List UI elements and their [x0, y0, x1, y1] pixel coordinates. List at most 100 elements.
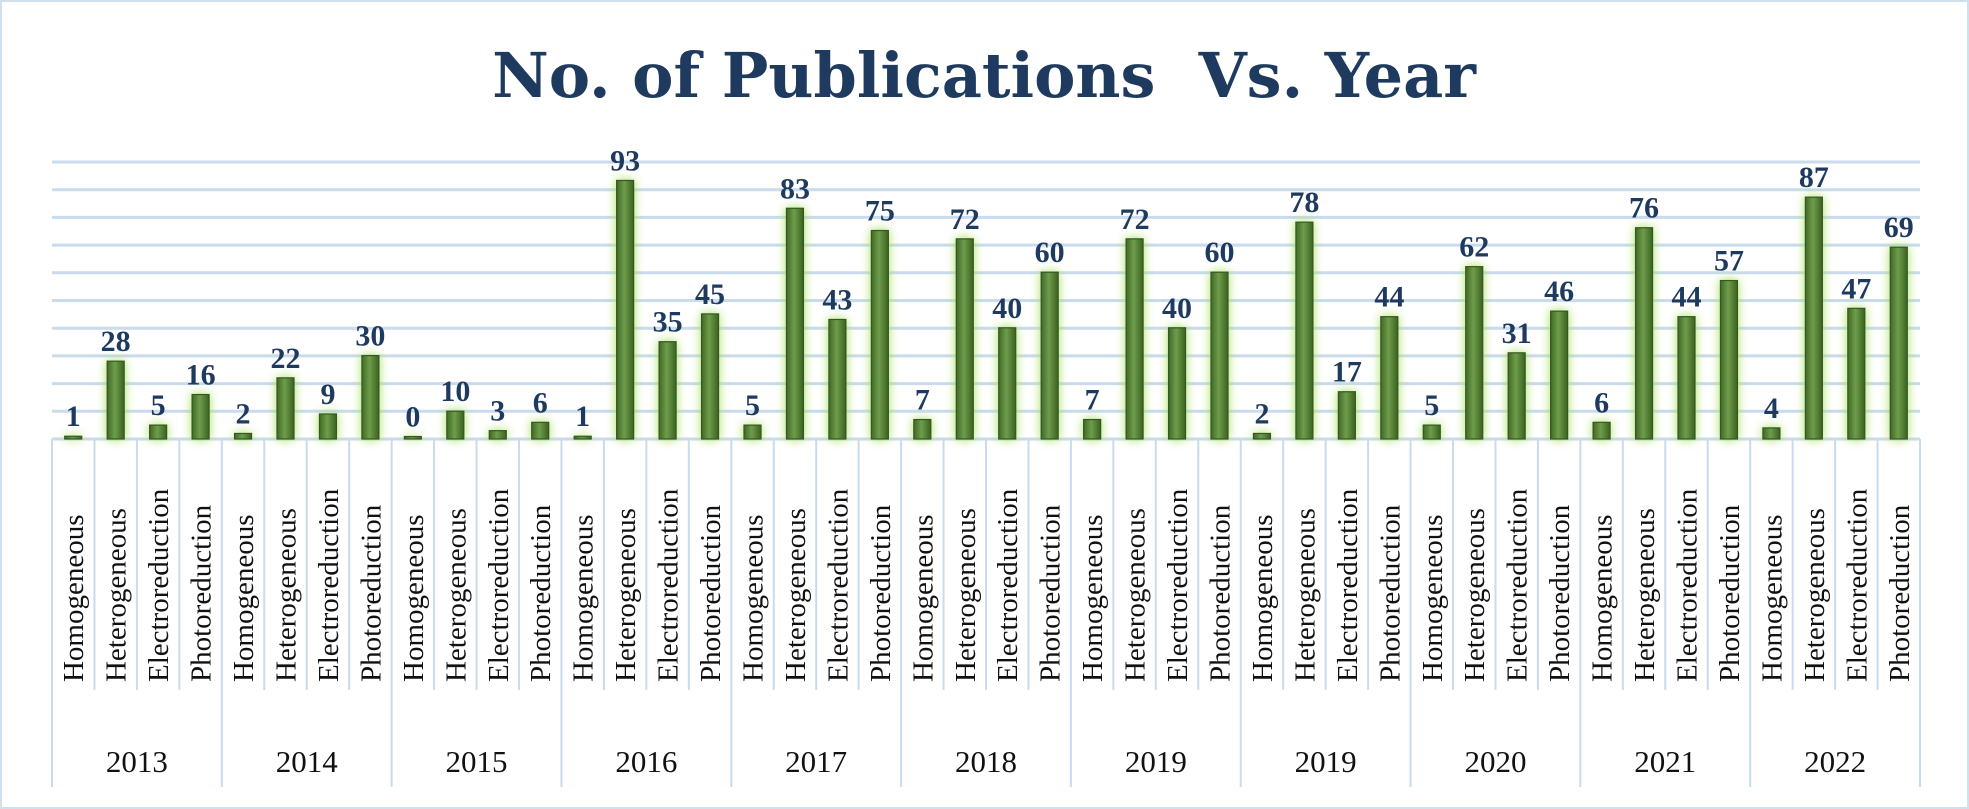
value-label: 78 — [1289, 186, 1319, 219]
value-label: 60 — [1035, 236, 1065, 269]
bar — [1719, 279, 1739, 440]
bar — [1847, 307, 1866, 440]
bar — [1507, 352, 1526, 440]
value-label: 7 — [1085, 384, 1100, 417]
category-label: Electroreduction — [1672, 488, 1704, 682]
value-label: 30 — [355, 320, 385, 353]
year-label: 2017 — [785, 744, 847, 779]
value-label: 5 — [1424, 389, 1439, 422]
value-label: 2 — [1254, 397, 1269, 430]
year-label: 2022 — [1804, 744, 1866, 779]
bar — [1634, 227, 1654, 440]
bar — [616, 179, 635, 440]
bar — [1167, 327, 1187, 440]
year-label: 2014 — [276, 744, 339, 779]
value-label: 1 — [66, 400, 81, 433]
value-label: 40 — [1162, 292, 1192, 325]
bar — [1040, 271, 1059, 440]
category-label: Homogeneous — [1417, 514, 1449, 682]
bar — [446, 410, 465, 440]
category-label: Heterogeneous — [440, 508, 472, 682]
category-label: Homogeneous — [228, 514, 260, 682]
bar — [1804, 196, 1823, 440]
value-label: 31 — [1502, 317, 1532, 350]
value-label: 3 — [490, 395, 505, 428]
category-label: Heterogeneous — [950, 508, 982, 682]
year-label: 2020 — [1464, 744, 1526, 779]
bar — [531, 421, 550, 440]
category-label: Photoreduction — [525, 504, 557, 682]
category-label: Photoreduction — [186, 504, 218, 682]
bar — [106, 360, 125, 440]
category-label: Heterogeneous — [1459, 508, 1491, 682]
category-label: Photoreduction — [1205, 504, 1237, 682]
bars — [64, 179, 1908, 440]
value-label: 44 — [1672, 281, 1702, 314]
year-label: 2021 — [1634, 744, 1696, 779]
category-label: Photoreduction — [1544, 504, 1576, 682]
category-label: Heterogeneous — [1799, 508, 1831, 682]
category-label: Homogeneous — [738, 514, 770, 682]
year-label: 2019 — [1295, 744, 1357, 779]
value-label: 9 — [320, 378, 335, 411]
year-label: 2015 — [446, 744, 508, 779]
value-label: 75 — [865, 195, 895, 228]
category-label: Photoreduction — [865, 504, 897, 682]
bar — [318, 413, 338, 440]
bar — [191, 393, 210, 440]
value-label: 43 — [822, 283, 852, 316]
value-label: 35 — [653, 306, 683, 339]
bar — [488, 430, 507, 440]
bar — [955, 238, 974, 440]
bar — [1295, 221, 1314, 440]
bar — [870, 229, 889, 440]
bar — [1762, 427, 1781, 440]
bar — [1592, 421, 1611, 440]
value-label: 62 — [1459, 231, 1489, 264]
bar — [149, 424, 168, 440]
bar — [1337, 391, 1356, 440]
bar — [1252, 432, 1272, 440]
value-label: 4 — [1764, 392, 1779, 425]
bar — [828, 318, 847, 440]
value-label: 72 — [950, 203, 980, 236]
bar — [1550, 310, 1569, 440]
bar — [403, 435, 422, 440]
category-label: Homogeneous — [1247, 514, 1279, 682]
category-label: Electroreduction — [1502, 488, 1534, 682]
category-label: Homogeneous — [1756, 514, 1788, 682]
category-label: Electroreduction — [313, 488, 345, 682]
bar — [1125, 238, 1144, 440]
value-label: 87 — [1799, 161, 1829, 194]
bar — [1465, 266, 1484, 440]
bar — [658, 341, 677, 440]
value-label: 45 — [695, 278, 725, 311]
value-label: 22 — [271, 342, 301, 375]
value-label: 83 — [780, 172, 810, 205]
value-label: 60 — [1205, 236, 1235, 269]
value-label: 10 — [440, 375, 470, 408]
category-label: Heterogeneous — [101, 508, 133, 682]
value-label: 76 — [1629, 192, 1659, 225]
value-label: 69 — [1884, 211, 1914, 244]
category-label: Homogeneous — [1077, 514, 1109, 682]
bar — [1210, 271, 1229, 440]
value-label: 5 — [151, 389, 166, 422]
value-label: 6 — [533, 386, 548, 419]
year-label: 2013 — [106, 744, 168, 779]
bar — [1422, 424, 1441, 440]
value-label: 40 — [992, 292, 1022, 325]
year-labels: 2013 2014 2015 2016 2017 2018 2019 2019 2020 2021… — [106, 744, 1866, 779]
category-label: Homogeneous — [58, 514, 90, 682]
category-label: Heterogeneous — [610, 508, 642, 682]
category-label: Heterogeneous — [1629, 508, 1661, 682]
category-label: Heterogeneous — [271, 508, 303, 682]
bar — [1677, 316, 1696, 440]
bar — [743, 424, 762, 440]
bar — [233, 432, 253, 440]
category-label: Heterogeneous — [1120, 508, 1152, 682]
category-label: Photoreduction — [1884, 504, 1916, 682]
category-separators — [51, 439, 1921, 787]
